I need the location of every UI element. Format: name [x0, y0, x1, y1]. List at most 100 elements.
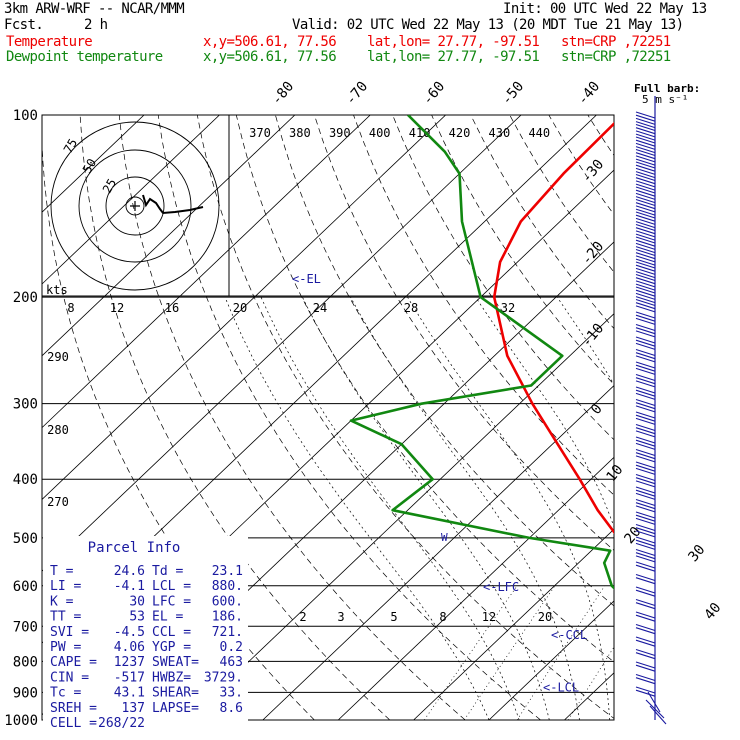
parcel-value: 33.	[220, 686, 243, 701]
wind-barb-flag	[635, 258, 656, 266]
wind-barb-flag	[635, 142, 656, 150]
wind-barb-flag	[635, 139, 656, 147]
wind-barb-flag	[635, 208, 656, 216]
isotherm-line	[42, 115, 296, 357]
parcel-label: TT =	[50, 610, 81, 625]
wind-barb-flag	[635, 221, 656, 229]
wind-barb-flag	[635, 373, 656, 382]
isotherm-tick-label: -30	[579, 157, 608, 187]
mixing-ratio-line	[463, 585, 556, 720]
wind-barb-flag	[635, 155, 656, 163]
isotherm-line	[42, 115, 220, 285]
isotherm-tick-label: 10	[603, 462, 626, 485]
wind-barb	[635, 573, 656, 585]
dewpoint-xy: x,y=506.61, 77.56	[203, 49, 337, 65]
wind-barb-flag	[635, 502, 656, 510]
isotherm-tick-label: 30	[685, 542, 708, 565]
wind-barb-flag	[635, 664, 656, 672]
wind-barb-flag	[635, 523, 656, 532]
dewpoint-profile	[349, 115, 614, 590]
parcel-value: 0.2	[220, 640, 243, 655]
dry-adiabat-line	[118, 115, 466, 720]
wind-barb	[635, 173, 656, 191]
wind-barb-flag	[635, 367, 656, 375]
temperature-profile	[492, 121, 614, 535]
wind-barb-flag	[635, 186, 656, 194]
level-annotation: <-EL	[292, 272, 321, 286]
pressure-tick-label: 400	[13, 472, 38, 488]
wind-barb-flag	[635, 442, 656, 450]
hodograph-speed-label: 28	[404, 301, 418, 315]
wind-barb-flag	[635, 639, 656, 647]
wind-barb	[635, 611, 656, 622]
wind-barb-flag	[635, 302, 656, 310]
isotherm-tick-label: 20	[621, 524, 644, 547]
model-title: 3km ARW-WRF -- NCAR/MMM	[4, 1, 185, 17]
hodograph-ring-label: 50	[80, 156, 99, 176]
moist-adiabat-line	[260, 296, 520, 720]
parcel-value: 463	[220, 655, 243, 670]
wind-barb-flag	[635, 492, 656, 500]
hodograph-unit-label: kts	[46, 283, 68, 297]
pressure-tick-label: 500	[13, 531, 38, 547]
wind-barb-flag	[635, 423, 656, 432]
mixing-ratio-line	[424, 585, 518, 720]
parcel-label: LI =	[50, 579, 81, 594]
wind-barb-flag	[635, 152, 656, 160]
wind-barb-flag	[635, 464, 656, 472]
dry-adiabat-line	[157, 115, 541, 720]
wind-barb-flag	[635, 627, 656, 635]
wind-barb-flag	[635, 348, 656, 357]
wind-barb-flag	[635, 414, 656, 422]
isotherm-tick-label: -40	[575, 79, 604, 109]
wind-barb	[635, 198, 656, 216]
init-time: Init: 00 UTC Wed 22 May 13	[503, 1, 707, 17]
wind-barb-flag	[635, 292, 656, 300]
wind-barb	[635, 223, 656, 241]
wind-barb	[635, 361, 656, 375]
wind-barb-flag	[635, 280, 656, 288]
dry-adiabat-line	[275, 115, 614, 607]
wind-barb-flag	[635, 336, 656, 344]
parcel-label: K =	[50, 594, 74, 609]
wind-barb-flag	[635, 411, 656, 419]
valid-time: Valid: 02 UTC Wed 22 May 13 (20 MDT Tue …	[292, 17, 684, 33]
isotherm-tick-label: -70	[343, 79, 372, 109]
wind-barb-flag	[635, 183, 656, 191]
wind-barb	[635, 586, 656, 597]
wind-barb-flag	[635, 267, 656, 275]
wet-bulb-zero-marker: W	[441, 531, 448, 544]
wind-barb-flag	[635, 417, 656, 425]
wind-barb-flag	[635, 339, 656, 347]
parcel-label: CCL =	[152, 625, 191, 640]
wind-barb-flag	[635, 146, 656, 154]
wind-barb-flag	[635, 317, 656, 325]
wind-barb	[635, 448, 656, 463]
wind-barb-flag	[635, 236, 656, 244]
wind-barb-flag	[635, 117, 656, 125]
wind-barb-flag	[635, 480, 656, 488]
wind-barb-flag	[635, 298, 656, 307]
parcel-info-box	[43, 536, 248, 722]
parcel-label: SWEAT=	[152, 655, 199, 670]
wind-barb-flag	[635, 242, 656, 250]
wind-barb-flag	[635, 352, 656, 360]
wind-barb	[635, 536, 656, 550]
wind-barb-flag	[635, 386, 656, 394]
level-annotation: <-LCL	[543, 680, 579, 694]
level-annotation: <-CCL	[551, 628, 587, 642]
wind-barb-flag	[635, 130, 656, 138]
wind-barb-flag	[635, 573, 656, 582]
wind-barb	[635, 336, 656, 350]
wind-barb	[635, 186, 656, 204]
wind-barb	[635, 236, 656, 254]
wind-barb-flag	[635, 392, 656, 400]
wind-barb-flag	[635, 283, 656, 291]
wind-barb-flag	[635, 114, 656, 122]
wind-barb-flag	[635, 327, 656, 335]
wind-barb	[635, 261, 656, 279]
moist-adiabat-line	[350, 296, 580, 720]
dry-adiabat-line	[470, 115, 614, 330]
wind-barb-flag	[635, 689, 656, 697]
wind-barb-flag	[635, 517, 656, 525]
